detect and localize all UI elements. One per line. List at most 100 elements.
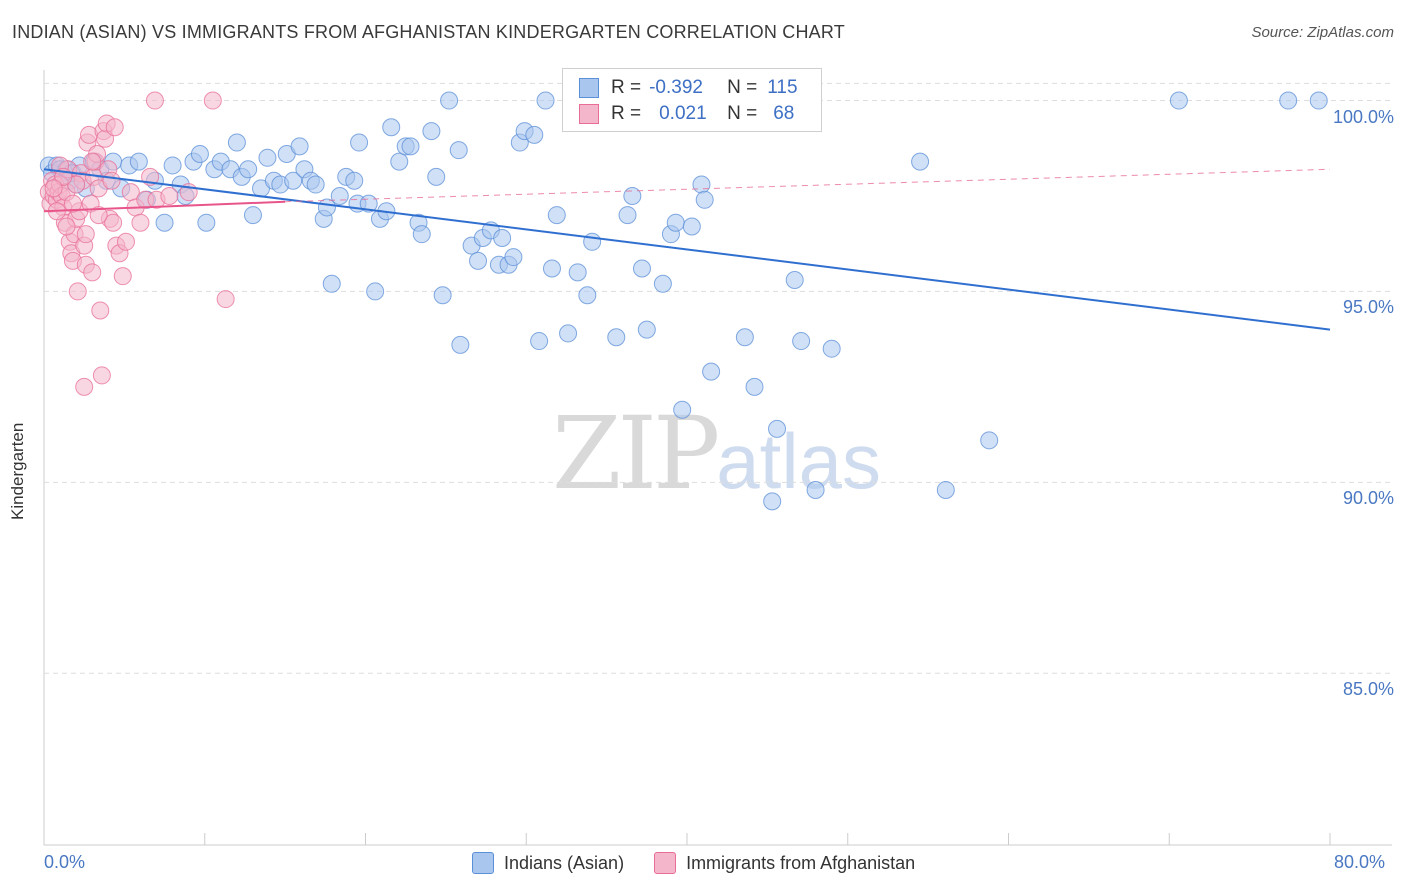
legend-r-label: R =	[611, 103, 642, 124]
point-indians	[493, 228, 512, 247]
legend-n-value: 68	[773, 103, 795, 124]
point-afghanistan	[145, 91, 164, 110]
y-tick-label: 100.0%	[1332, 106, 1394, 127]
point-indians	[530, 332, 549, 351]
series-swatch-blue	[472, 852, 494, 874]
point-indians	[702, 362, 721, 381]
legend-r-value: 0.021	[659, 103, 707, 124]
point-indians	[792, 332, 811, 351]
point-afghanistan	[113, 267, 132, 286]
point-indians	[936, 480, 955, 499]
series-swatch-pink	[654, 852, 677, 874]
point-indians	[583, 232, 602, 251]
point-indians	[197, 213, 216, 232]
point-indians	[433, 286, 452, 305]
point-indians	[559, 324, 578, 343]
point-indians	[1279, 91, 1298, 110]
point-afghanistan	[57, 217, 76, 236]
point-indians	[632, 259, 651, 278]
point-afghanistan	[105, 118, 124, 137]
trendline-indians	[43, 168, 1331, 331]
point-indians	[155, 213, 174, 232]
point-indians	[768, 419, 787, 438]
point-afghanistan	[76, 225, 95, 244]
point-afghanistan	[102, 171, 121, 190]
trendline-afghanistan-extension	[285, 168, 1331, 203]
point-indians	[682, 217, 701, 236]
legend-row-afghanistan: R = 0.021 N = 68	[579, 102, 794, 126]
point-indians	[637, 320, 656, 339]
point-indians	[129, 152, 148, 171]
point-indians	[422, 122, 441, 141]
point-indians	[692, 175, 711, 194]
y-tick-label: 90.0%	[1342, 488, 1394, 509]
point-indians	[350, 133, 369, 152]
series-legend: Indians (Asian) Immigrants from Afghanis…	[472, 852, 945, 874]
x-tick-max: 80.0%	[1334, 852, 1386, 872]
point-indians	[366, 282, 385, 301]
point-indians	[290, 137, 309, 156]
point-indians	[469, 251, 488, 270]
point-indians	[401, 137, 420, 156]
point-indians	[618, 206, 637, 225]
point-indians	[412, 225, 431, 244]
y-tick-label: 85.0%	[1342, 679, 1394, 700]
point-indians	[322, 274, 341, 293]
point-indians	[568, 263, 587, 282]
source-label: Source: ZipAtlas.com	[1251, 24, 1394, 41]
point-indians	[525, 125, 544, 144]
legend-n-value: 115	[767, 77, 798, 98]
point-indians	[653, 274, 672, 293]
point-afghanistan	[91, 301, 110, 320]
point-indians	[673, 400, 692, 419]
point-indians	[607, 328, 626, 347]
correlation-legend: R = -0.392 N = 115 R = 0.021 N = 68	[562, 68, 822, 132]
point-afghanistan	[131, 213, 150, 232]
legend-n-label: N =	[727, 77, 758, 98]
watermark-zip: ZIP	[552, 395, 720, 512]
point-indians	[745, 377, 764, 396]
point-indians	[822, 339, 841, 358]
point-indians	[695, 190, 714, 209]
y-tick-label: 95.0%	[1342, 297, 1394, 318]
point-indians	[330, 186, 349, 205]
point-indians	[542, 259, 561, 278]
point-indians	[980, 431, 999, 450]
point-indians	[1169, 91, 1188, 110]
series-legend-afghanistan[interactable]: Immigrants from Afghanistan	[654, 852, 915, 874]
point-afghanistan	[44, 179, 63, 198]
point-afghanistan	[160, 186, 179, 205]
point-indians	[284, 171, 303, 190]
point-indians	[735, 328, 754, 347]
point-indians	[451, 335, 470, 354]
point-indians	[306, 175, 325, 194]
trendline-afghanistan	[43, 200, 286, 213]
point-afghanistan	[104, 213, 123, 232]
point-indians	[440, 91, 459, 110]
point-indians	[763, 492, 782, 511]
point-indians	[239, 160, 258, 179]
point-indians	[227, 133, 246, 152]
x-tick-min: 0.0%	[44, 852, 86, 872]
point-afghanistan	[83, 152, 102, 171]
point-indians	[345, 171, 364, 190]
point-indians	[785, 270, 804, 289]
point-indians	[258, 148, 277, 167]
point-afghanistan	[203, 91, 222, 110]
point-indians	[382, 118, 401, 137]
point-afghanistan	[92, 366, 111, 385]
point-indians	[243, 206, 262, 225]
legend-n-label: N =	[727, 103, 758, 124]
point-indians	[449, 141, 468, 160]
legend-row-indians: R = -0.392 N = 115	[579, 76, 798, 100]
chart-title: INDIAN (ASIAN) VS IMMIGRANTS FROM AFGHAN…	[12, 22, 845, 42]
legend-swatch-pink	[579, 104, 599, 124]
series-legend-indians[interactable]: Indians (Asian)	[472, 852, 624, 874]
point-afghanistan	[216, 290, 235, 309]
point-indians	[163, 156, 182, 175]
point-indians	[427, 167, 446, 186]
series-label-afghanistan: Immigrants from Afghanistan	[686, 852, 916, 873]
watermark: ZIPatlas	[552, 395, 881, 512]
point-indians	[623, 186, 642, 205]
